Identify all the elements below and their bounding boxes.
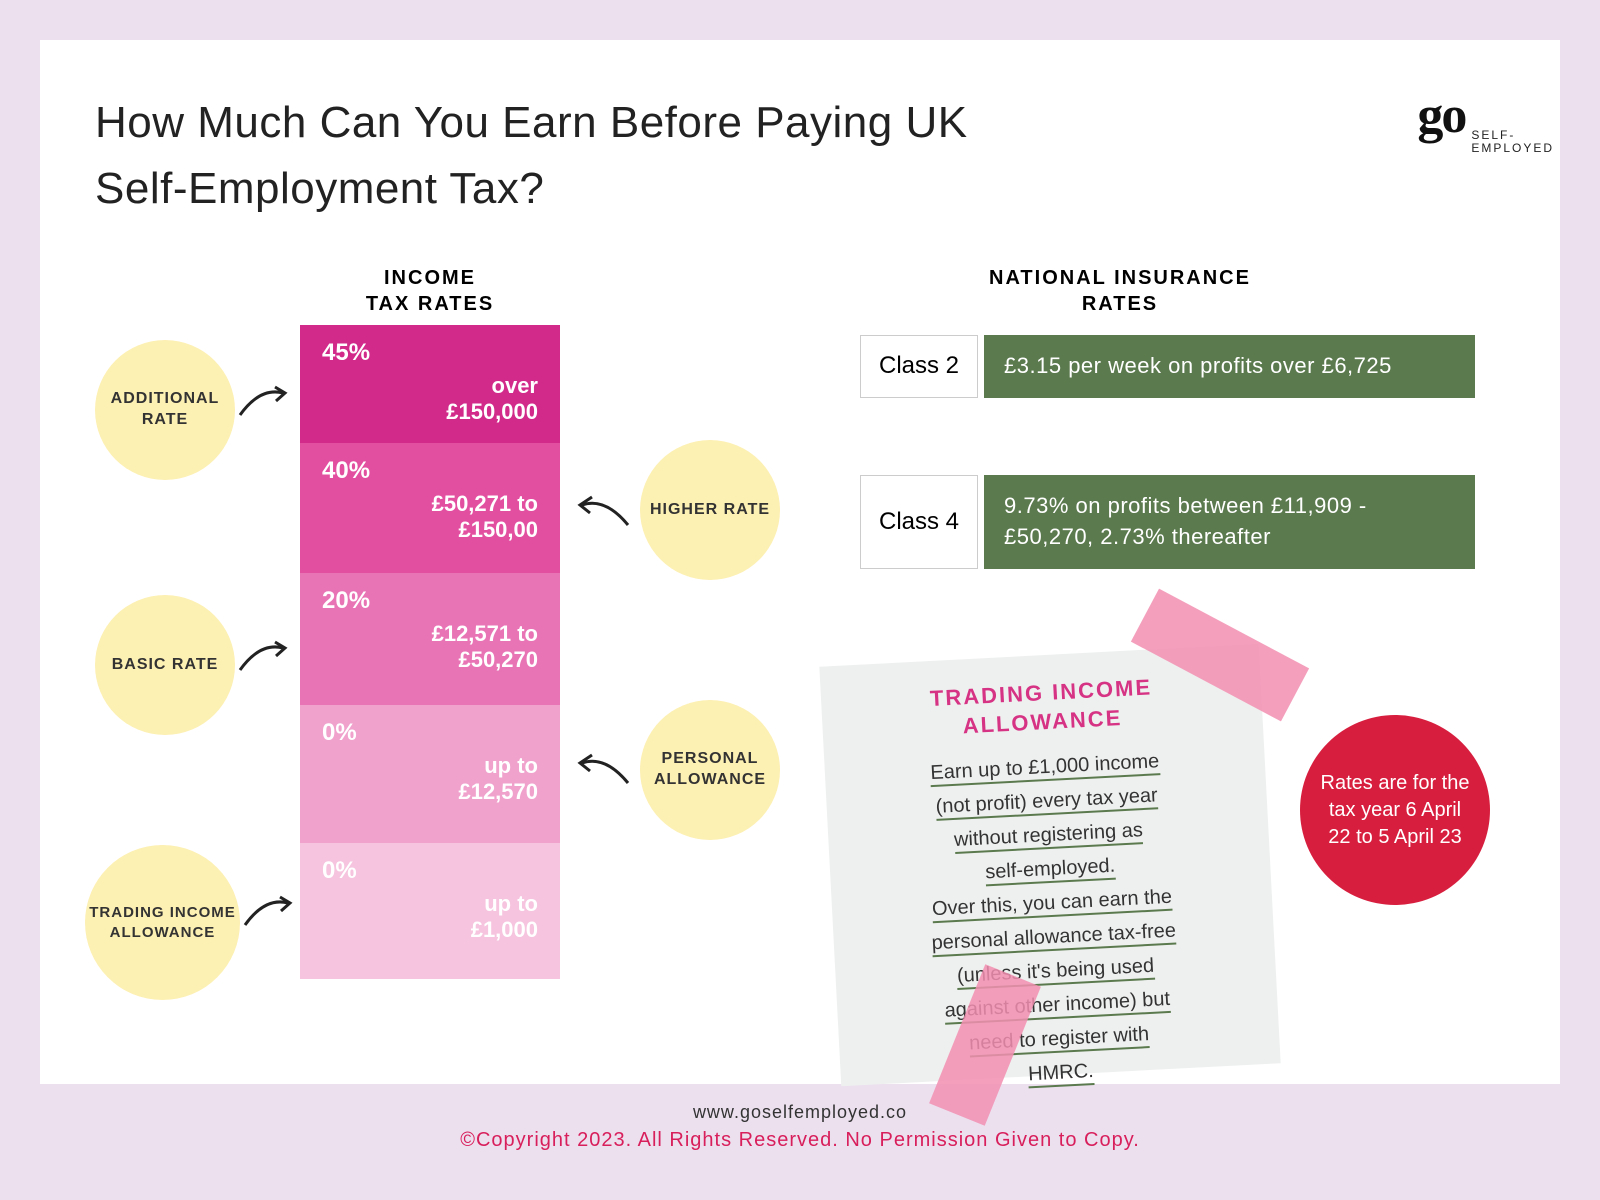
arrow-icon bbox=[240, 885, 300, 940]
ni-class4-desc: 9.73% on profits between £11,909 - £50,2… bbox=[984, 475, 1475, 569]
note-body: Earn up to £1,000 income (not profit) ev… bbox=[852, 740, 1253, 1100]
tax-band-additional: 45% over£150,000 bbox=[300, 325, 560, 443]
arrow-icon bbox=[570, 743, 635, 798]
logo-sub: SELF- EMPLOYED bbox=[1471, 129, 1554, 155]
ni-heading: NATIONAL INSURANCE RATES bbox=[870, 265, 1370, 317]
ni-class2-row: Class 2 £3.15 per week on profits over £… bbox=[860, 335, 1475, 398]
ni-class2-label: Class 2 bbox=[860, 335, 978, 398]
bubble-additional-rate: ADDITIONAL RATE bbox=[95, 340, 235, 480]
page-title: How Much Can You Earn Before Paying UK S… bbox=[95, 90, 995, 222]
bubble-higher-rate: HIGHER RATE bbox=[640, 440, 780, 580]
footer-url: www.goselfemployed.co bbox=[40, 1102, 1560, 1123]
rates-year-badge: Rates are for the tax year 6 April 22 to… bbox=[1300, 715, 1490, 905]
bubble-trading-allowance: TRADING INCOME ALLOWANCE bbox=[85, 845, 240, 1000]
arrow-icon bbox=[235, 630, 295, 685]
tax-band-trading: 0% up to£1,000 bbox=[300, 843, 560, 979]
tax-bands-stack: 45% over£150,000 40% £50,271 to£150,00 2… bbox=[300, 325, 560, 979]
trading-allowance-note: TRADING INCOMEALLOWANCE Earn up to £1,00… bbox=[819, 644, 1280, 1086]
footer: www.goselfemployed.co ©Copyright 2023. A… bbox=[40, 1084, 1560, 1160]
tax-band-basic: 20% £12,571 to£50,270 bbox=[300, 573, 560, 705]
tax-band-higher: 40% £50,271 to£150,00 bbox=[300, 443, 560, 573]
note-title: TRADING INCOMEALLOWANCE bbox=[849, 669, 1235, 746]
ni-class2-desc: £3.15 per week on profits over £6,725 bbox=[984, 335, 1475, 398]
bubble-basic-rate: BASIC RATE bbox=[95, 595, 235, 735]
income-tax-heading: INCOME TAX RATES bbox=[300, 265, 560, 317]
tax-band-personal: 0% up to£12,570 bbox=[300, 705, 560, 843]
footer-copyright: ©Copyright 2023. All Rights Reserved. No… bbox=[40, 1129, 1560, 1152]
ni-class4-label: Class 4 bbox=[860, 475, 978, 569]
arrow-icon bbox=[570, 485, 635, 540]
infographic-card: How Much Can You Earn Before Paying UK S… bbox=[40, 40, 1560, 1084]
arrow-icon bbox=[235, 375, 295, 430]
ni-class4-row: Class 4 9.73% on profits between £11,909… bbox=[860, 475, 1475, 569]
content-area: INCOME TAX RATES NATIONAL INSURANCE RATE… bbox=[40, 265, 1560, 1084]
logo: go SELF- EMPLOYED bbox=[1417, 95, 1500, 163]
bubble-personal-allowance: PERSONAL ALLOWANCE bbox=[640, 700, 780, 840]
